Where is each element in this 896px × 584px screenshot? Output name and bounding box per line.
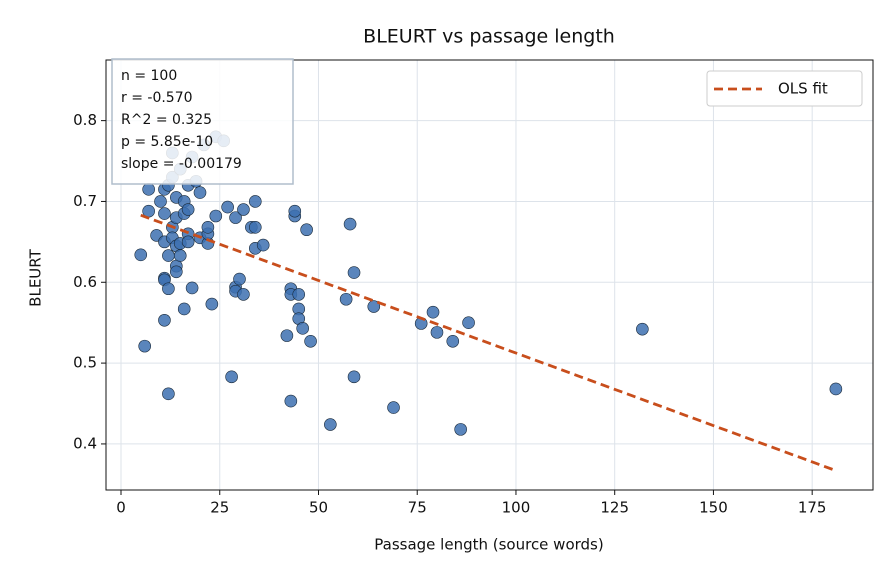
point [229, 211, 242, 224]
point [158, 313, 171, 327]
point [134, 248, 148, 262]
point [177, 302, 191, 316]
point [170, 265, 183, 279]
point [225, 370, 238, 384]
stats-line: p = 5.85e-10 [121, 134, 213, 150]
point [430, 326, 444, 339]
y-tick-label: 0.8 [73, 111, 97, 129]
y-tick-label: 0.5 [73, 354, 97, 372]
x-tick-label: 125 [600, 499, 629, 517]
point [304, 334, 317, 348]
fit-line [140, 213, 837, 472]
point [292, 288, 306, 301]
point [280, 329, 294, 342]
point [173, 249, 187, 262]
point [158, 207, 171, 220]
point [248, 221, 262, 234]
point [367, 300, 381, 313]
point [387, 401, 400, 414]
point [138, 339, 152, 353]
point [296, 322, 309, 335]
x-tick-label: 100 [502, 499, 531, 517]
stats-line: n = 100 [121, 68, 177, 84]
point [233, 272, 246, 286]
point [142, 183, 155, 196]
x-tick-label: 0 [116, 499, 126, 517]
point [829, 382, 843, 396]
point [454, 423, 467, 436]
stats-line: r = -0.570 [121, 90, 193, 106]
stats-box [111, 58, 294, 185]
point [154, 195, 167, 208]
point [201, 221, 215, 234]
point [347, 370, 361, 384]
point [446, 334, 460, 348]
y-tick-label: 0.4 [73, 434, 97, 452]
point [185, 281, 199, 295]
point [284, 394, 298, 408]
x-tick-label: 50 [309, 499, 328, 517]
y-tick-label: 0.7 [73, 192, 97, 210]
y-tick-label: 0.6 [73, 273, 97, 291]
point [347, 266, 361, 279]
point [205, 297, 219, 311]
x-axis-label: Passage length (source words) [374, 536, 603, 554]
point [636, 322, 649, 336]
x-tick-label: 25 [210, 499, 229, 517]
point [209, 209, 223, 223]
point [343, 217, 357, 231]
y-axis-label: BLEURT [27, 248, 45, 306]
point [181, 235, 195, 249]
point [339, 292, 353, 306]
point [462, 316, 475, 329]
stats-line: R^2 = 0.325 [121, 112, 212, 128]
chart-title: BLEURT vs passage length [363, 26, 615, 48]
x-tick-label: 150 [699, 499, 728, 517]
point [181, 203, 195, 216]
point [193, 186, 207, 199]
point [237, 203, 250, 216]
point [300, 223, 313, 237]
axes-frame [105, 59, 874, 491]
legend-label: OLS fit [778, 80, 828, 98]
point [162, 387, 175, 401]
x-tick-label: 175 [798, 499, 827, 517]
point [237, 288, 250, 301]
point [288, 204, 302, 218]
point [221, 200, 234, 214]
point [162, 249, 175, 262]
legend-box [706, 70, 863, 107]
x-tick-label: 75 [408, 499, 427, 517]
point [248, 195, 262, 208]
point [426, 305, 440, 319]
point [162, 282, 175, 296]
point [256, 238, 270, 252]
stats-line: slope = -0.00179 [121, 156, 242, 172]
point [324, 418, 337, 431]
